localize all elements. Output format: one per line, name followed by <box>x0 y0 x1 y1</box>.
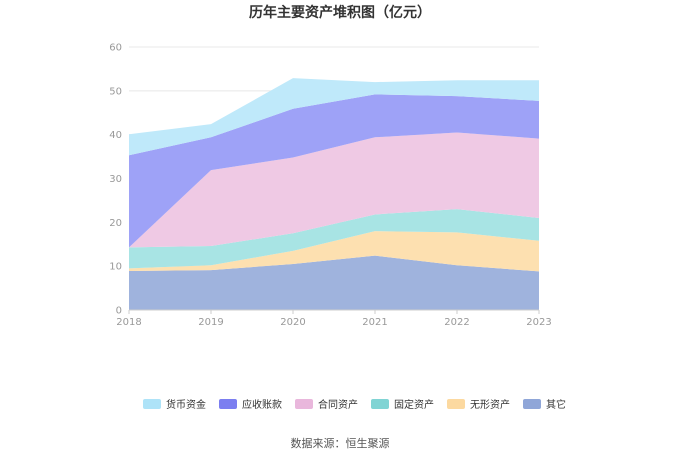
x-tick-label: 2020 <box>280 317 305 328</box>
area-固定资产 <box>129 209 539 269</box>
x-tick-label: 2018 <box>116 317 141 328</box>
chart-title: 历年主要资产堆积图（亿元） <box>249 4 431 21</box>
area-series <box>129 78 539 310</box>
legend-label: 货币资金 <box>166 398 206 411</box>
legend-label: 合同资产 <box>318 398 358 411</box>
legend-item-其它[interactable]: 其它 <box>523 398 566 411</box>
legend-item-货币资金[interactable]: 货币资金 <box>143 398 206 411</box>
y-tick-label: 60 <box>109 43 122 54</box>
legend-swatch <box>523 399 541 409</box>
legend-swatch <box>219 399 237 409</box>
legend-swatch <box>295 399 313 409</box>
area-无形资产 <box>129 231 539 272</box>
area-合同资产 <box>129 132 539 248</box>
y-tick-label: 10 <box>109 262 122 273</box>
y-tick-label: 0 <box>116 306 122 317</box>
x-tick-label: 2023 <box>526 317 551 328</box>
legend-swatch <box>447 399 465 409</box>
data-source: 数据来源：恒生聚源 <box>291 436 390 450</box>
x-tick-label: 2021 <box>362 317 387 328</box>
area-应收账款 <box>129 94 539 248</box>
y-tick-label: 20 <box>109 218 122 229</box>
y-axis: 0 10 20 30 40 50 60 <box>109 43 122 317</box>
y-tick-label: 30 <box>109 174 122 185</box>
x-axis: 2018 2019 2020 2021 2022 2023 <box>116 309 552 328</box>
x-tick-label: 2022 <box>444 317 469 328</box>
legend-item-应收账款[interactable]: 应收账款 <box>219 398 282 411</box>
area-其它 <box>129 255 539 310</box>
legend-label: 应收账款 <box>242 398 282 411</box>
legend-item-无形资产[interactable]: 无形资产 <box>447 398 510 411</box>
legend-label: 固定资产 <box>394 398 434 411</box>
legend-label: 其它 <box>546 398 566 411</box>
legend-item-固定资产[interactable]: 固定资产 <box>371 398 434 411</box>
legend-swatch <box>371 399 389 409</box>
area-货币资金 <box>129 78 539 156</box>
legend: 货币资金 应收账款 合同资产 固定资产 无形资产 其它 <box>143 398 566 411</box>
legend-label: 无形资产 <box>470 398 510 411</box>
x-tick-label: 2019 <box>198 317 223 328</box>
y-tick-label: 50 <box>109 86 122 97</box>
legend-item-合同资产[interactable]: 合同资产 <box>295 398 358 411</box>
y-tick-label: 40 <box>109 130 122 141</box>
legend-swatch <box>143 399 161 409</box>
